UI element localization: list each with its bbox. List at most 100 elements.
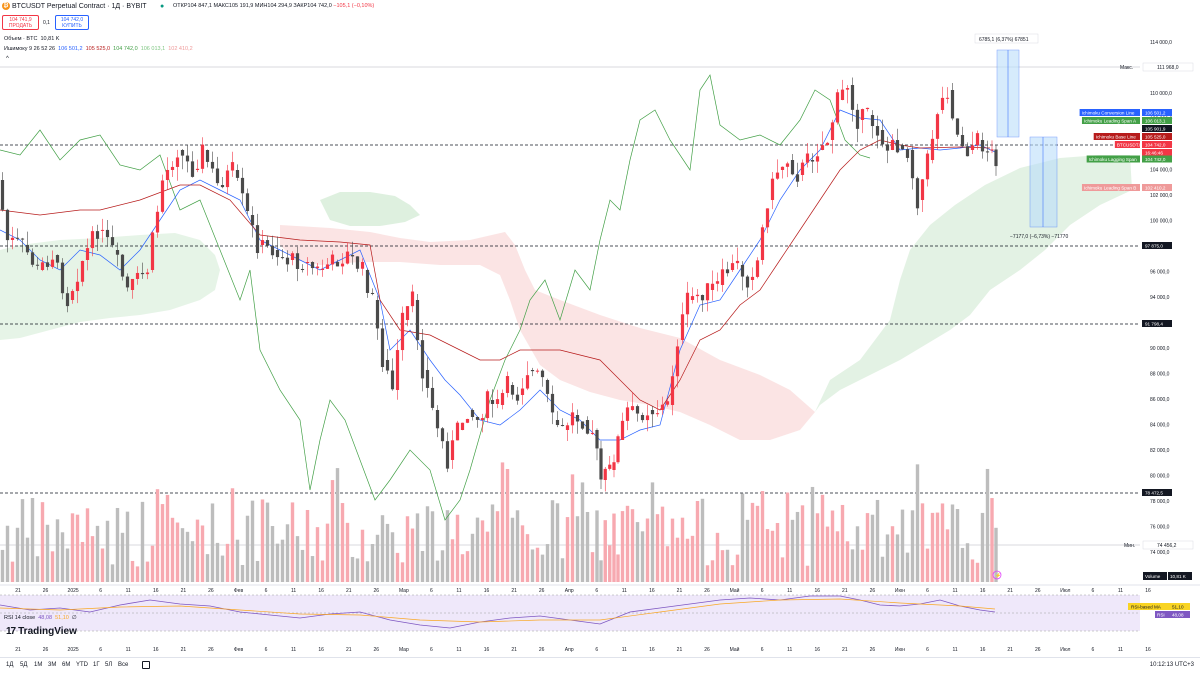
candle-body bbox=[85, 248, 90, 260]
bottom-toolbar: 1Д 5Д 1М 3М 6М YTD 1Г 5Л Все 10:12:13 UT… bbox=[0, 657, 1200, 675]
volume-bar bbox=[200, 525, 205, 582]
time-tick-bottom: 16 bbox=[980, 647, 986, 653]
time-tick: Май bbox=[730, 587, 740, 594]
candle-body bbox=[440, 428, 445, 442]
time-tick-bottom: 6 bbox=[595, 647, 598, 653]
volume-bar bbox=[920, 503, 925, 582]
volume-bar bbox=[560, 558, 565, 582]
candle-body bbox=[220, 185, 225, 188]
volume-bar bbox=[805, 565, 810, 582]
volume-bar bbox=[160, 504, 165, 582]
candle-body bbox=[265, 240, 270, 246]
time-tick: Июн bbox=[895, 588, 905, 594]
candle-body bbox=[65, 293, 70, 307]
candle-body bbox=[695, 294, 700, 297]
tf-5y[interactable]: 5Л bbox=[105, 662, 113, 668]
volume-bar bbox=[450, 539, 455, 582]
tf-6m[interactable]: 6М bbox=[62, 662, 71, 668]
tf-3m[interactable]: 3М bbox=[48, 662, 57, 668]
rsi-axis-label: RSI bbox=[1157, 613, 1165, 618]
time-tick: 26 bbox=[208, 588, 214, 594]
time-tick: 16 bbox=[1145, 588, 1151, 594]
time-tick-bottom: 16 bbox=[153, 647, 159, 653]
candle-body bbox=[275, 250, 280, 258]
volume-bar bbox=[835, 531, 840, 582]
collapse-legend-icon[interactable]: ^ bbox=[6, 56, 9, 62]
candle-body bbox=[735, 260, 740, 264]
candle-body bbox=[755, 260, 760, 277]
sell-button[interactable]: 104 741,9 ПРОДАТЬ bbox=[2, 15, 39, 30]
candle-body bbox=[255, 225, 260, 254]
tf-ytd[interactable]: YTD bbox=[76, 662, 88, 668]
calendar-icon[interactable] bbox=[142, 661, 150, 669]
symbol-title[interactable]: BTCUSDT Perpetual Contract · 1Д · BYBIT bbox=[12, 3, 147, 10]
volume-bar bbox=[875, 499, 880, 582]
volume-bar bbox=[670, 518, 675, 582]
volume-bar bbox=[410, 528, 415, 582]
buy-button[interactable]: 104 742,0 КУПИТЬ bbox=[55, 15, 89, 30]
time-tick-bottom: Мар bbox=[399, 647, 409, 653]
volume-bar bbox=[230, 488, 235, 582]
volume-bar bbox=[480, 520, 485, 582]
volume-bar bbox=[855, 526, 860, 582]
volume-bar bbox=[775, 523, 780, 582]
candle-body bbox=[185, 155, 190, 162]
volume-bar bbox=[655, 514, 660, 582]
rsi-line bbox=[0, 595, 996, 629]
candle-body bbox=[230, 162, 235, 171]
volume-bars bbox=[0, 462, 998, 582]
volume-legend[interactable]: Объем · BTC 10,81 K bbox=[4, 36, 60, 42]
time-tick: Июл bbox=[1060, 588, 1070, 594]
candle-body bbox=[215, 168, 220, 184]
price-tick: 76 000,0 bbox=[1150, 525, 1170, 531]
time-tick-bottom: 16 bbox=[649, 647, 655, 653]
volume-bar bbox=[15, 527, 20, 582]
volume-bar bbox=[795, 511, 800, 582]
volume-bar bbox=[505, 468, 510, 582]
time-tick-bottom: 16 bbox=[1145, 647, 1151, 653]
clock-display[interactable]: 10:12:13 UTC+3 bbox=[1149, 662, 1194, 668]
tf-1d[interactable]: 1Д bbox=[6, 662, 14, 668]
candle-body bbox=[875, 126, 880, 136]
volume-bar bbox=[115, 507, 120, 582]
candle-body bbox=[200, 144, 205, 169]
volume-bar bbox=[445, 510, 450, 582]
candle-body bbox=[35, 264, 40, 266]
tf-5d[interactable]: 5Д bbox=[20, 662, 28, 668]
candle-body bbox=[395, 350, 400, 390]
volume-bar bbox=[195, 519, 200, 582]
volume-bar bbox=[485, 531, 490, 582]
kumo-cloud-green-2 bbox=[320, 192, 420, 226]
rsi-legend[interactable]: RSI 14 close 48,08 51,10 ∅ bbox=[4, 615, 77, 621]
volume-bar bbox=[85, 508, 90, 582]
time-tick: 21 bbox=[346, 588, 352, 594]
time-tick: 6 bbox=[99, 588, 102, 594]
tf-1m[interactable]: 1М bbox=[34, 662, 43, 668]
candle-body bbox=[580, 421, 585, 429]
candle-body bbox=[300, 268, 305, 270]
volume-bar bbox=[440, 550, 445, 582]
tf-all[interactable]: Все bbox=[118, 662, 129, 668]
volume-bar bbox=[925, 548, 930, 582]
candle-body bbox=[205, 150, 210, 162]
volume-bar bbox=[165, 494, 170, 582]
candle-body bbox=[725, 269, 730, 274]
candle-body bbox=[895, 140, 900, 153]
candle-body bbox=[375, 300, 380, 329]
time-tick-bottom: 21 bbox=[181, 647, 187, 653]
candle-body bbox=[380, 328, 385, 368]
bitcoin-icon: ₿ bbox=[2, 2, 10, 10]
tradingview-logo[interactable]: 17 TradingView bbox=[6, 626, 77, 637]
tf-1y[interactable]: 1Г bbox=[93, 662, 100, 668]
volume-bar bbox=[930, 512, 935, 582]
candle-body bbox=[620, 420, 625, 440]
price-tag-value: 104 742,0 bbox=[1145, 143, 1166, 148]
candle-body bbox=[975, 133, 980, 146]
volume-bar bbox=[95, 525, 100, 582]
price-tag-label-box bbox=[1093, 133, 1140, 140]
ichimoku-legend[interactable]: Ишимоку 9 26 52 26 106 501,2 105 525,0 1… bbox=[4, 46, 193, 52]
time-tick: 26 bbox=[1035, 588, 1041, 594]
candle-body bbox=[315, 266, 320, 269]
volume-bar bbox=[245, 515, 250, 582]
